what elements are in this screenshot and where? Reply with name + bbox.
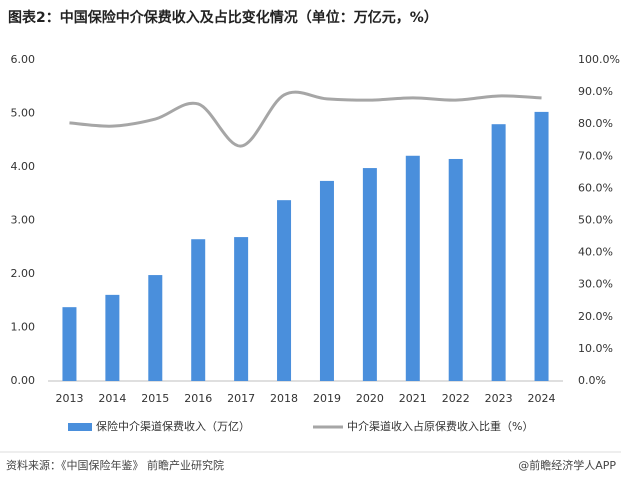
legend-label: 中介渠道收入占原保费收入比重（%） <box>347 419 533 433</box>
bar <box>277 200 292 381</box>
bar <box>448 158 463 381</box>
x-tick-label: 2015 <box>141 392 169 405</box>
credit: @前瞻经济学人APP <box>518 458 616 472</box>
bar <box>405 155 420 381</box>
bar <box>234 237 249 381</box>
y2-tick-label: 20.0% <box>578 310 613 323</box>
bar <box>191 239 206 381</box>
y2-tick-label: 30.0% <box>578 278 613 291</box>
bar <box>148 275 163 381</box>
bar <box>362 168 377 381</box>
y-tick-label: 5.00 <box>11 107 36 120</box>
x-tick-label: 2019 <box>313 392 341 405</box>
bar <box>534 111 549 382</box>
y-tick-label: 2.00 <box>11 267 36 280</box>
y2-tick-label: 60.0% <box>578 181 613 194</box>
y2-tick-label: 50.0% <box>578 214 613 227</box>
bar <box>491 124 506 381</box>
y-tick-label: 0.00 <box>11 374 36 387</box>
x-tick-label: 2022 <box>442 392 470 405</box>
y2-tick-label: 40.0% <box>578 246 613 259</box>
bar <box>105 294 120 381</box>
y-tick-label: 3.00 <box>11 214 36 227</box>
x-tick-label: 2016 <box>184 392 212 405</box>
legend-swatch <box>68 423 92 431</box>
x-tick-label: 2020 <box>356 392 384 405</box>
y2-tick-label: 70.0% <box>578 149 613 162</box>
y-tick-label: 1.00 <box>11 321 36 334</box>
bar <box>319 180 334 381</box>
x-tick-label: 2013 <box>55 392 83 405</box>
y2-tick-label: 10.0% <box>578 342 613 355</box>
source: 资料来源：《中国保险年鉴》 前瞻产业研究院 <box>6 458 224 472</box>
x-tick-label: 2018 <box>270 392 298 405</box>
line <box>69 90 542 148</box>
y2-tick-label: 0.0% <box>578 374 606 387</box>
x-tick-label: 2021 <box>399 392 427 405</box>
y-tick-label: 4.00 <box>11 160 36 173</box>
bar <box>62 307 77 381</box>
legend-label: 保险中介渠道保费收入（万亿） <box>96 419 250 433</box>
y2-tick-label: 90.0% <box>578 85 613 98</box>
chart-title: 图表2：中国保险中介保费收入及占比变化情况（单位：万亿元，%） <box>8 9 438 26</box>
x-tick-label: 2017 <box>227 392 255 405</box>
x-tick-label: 2024 <box>528 392 556 405</box>
y2-tick-label: 80.0% <box>578 117 613 130</box>
y-tick-label: 6.00 <box>11 53 36 66</box>
x-tick-label: 2014 <box>98 392 126 405</box>
y2-tick-label: 100.0% <box>578 53 620 66</box>
x-tick-label: 2023 <box>485 392 513 405</box>
